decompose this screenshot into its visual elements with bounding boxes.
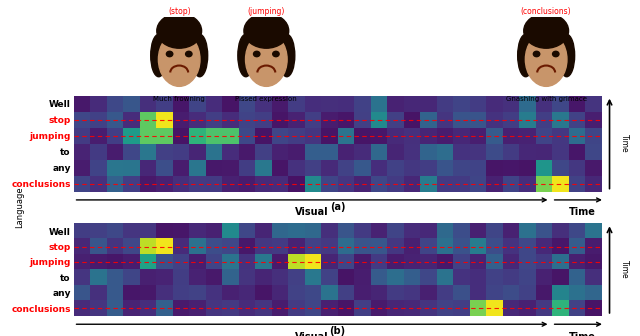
Text: (jumping): (jumping) xyxy=(248,7,285,16)
Text: Time: Time xyxy=(569,332,596,336)
Ellipse shape xyxy=(559,34,575,77)
Text: Time: Time xyxy=(620,134,629,153)
Ellipse shape xyxy=(525,32,567,86)
Ellipse shape xyxy=(151,34,167,77)
Text: Visual: Visual xyxy=(295,332,329,336)
Ellipse shape xyxy=(552,51,559,57)
Ellipse shape xyxy=(186,51,192,57)
Text: Gnashing with grimace: Gnashing with grimace xyxy=(506,96,587,102)
Ellipse shape xyxy=(279,34,295,77)
Ellipse shape xyxy=(166,51,173,57)
Text: Language: Language xyxy=(15,187,24,228)
Text: Pissed expression: Pissed expression xyxy=(236,96,297,102)
Ellipse shape xyxy=(518,34,534,77)
Text: (a): (a) xyxy=(330,202,346,212)
Ellipse shape xyxy=(246,32,287,86)
Ellipse shape xyxy=(238,34,254,77)
Ellipse shape xyxy=(192,34,208,77)
Ellipse shape xyxy=(524,13,568,48)
Ellipse shape xyxy=(273,51,279,57)
Text: Time: Time xyxy=(620,260,629,279)
Text: (stop): (stop) xyxy=(168,7,191,16)
Text: (b): (b) xyxy=(330,326,346,336)
Ellipse shape xyxy=(244,13,289,48)
Ellipse shape xyxy=(157,13,202,48)
Ellipse shape xyxy=(253,51,260,57)
Ellipse shape xyxy=(159,32,200,86)
Text: Time: Time xyxy=(569,207,596,217)
Text: Visual: Visual xyxy=(295,207,329,217)
Text: (conclusions): (conclusions) xyxy=(521,7,572,16)
Ellipse shape xyxy=(533,51,540,57)
Text: Much frowning: Much frowning xyxy=(154,96,205,102)
